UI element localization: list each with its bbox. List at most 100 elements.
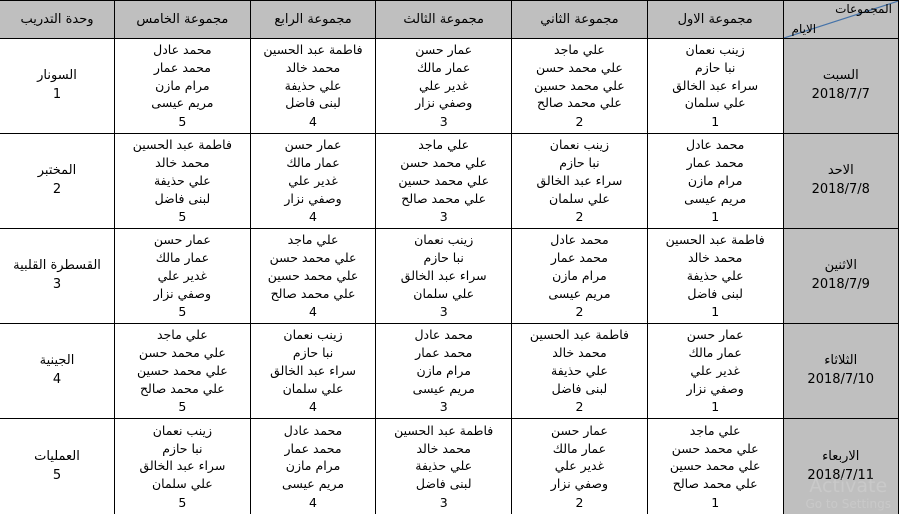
training-unit-number: 1 [52,87,62,103]
group-member: مريم عيسى [151,95,214,111]
group-cell: فاطمة عبد الحسين محمد خالد علي حذيفة لبنى ف… [375,418,513,514]
group-member: محمد عادل [685,137,745,153]
group-member: وصفي نزار [284,190,342,206]
group-number: 4 [309,209,317,225]
group-cell: عمار حسن عمار مالك غدير علي وصفي نزار 1 [646,323,784,420]
training-unit-number: 5 [52,467,62,483]
group-member: مريم عيسى [281,476,345,492]
group-member: عمار حسن [686,327,744,343]
header-group-4: مجموعة الرابع [249,0,377,39]
group-member: لبنى فاضل [415,476,472,492]
group-member: فاطمة عبد الحسين [529,327,630,343]
group-member: عمار مالك [688,345,742,361]
group-number: 4 [309,114,317,130]
group-member: محمد عمار [550,250,608,266]
group-member: محمد عادل [550,232,609,248]
group-member: سراء عبد الخالق [400,267,487,283]
day-name: الاثنين [824,258,857,274]
day-name: السبت [822,68,859,84]
group-member: محمد عادل [283,422,343,438]
group-member: مريم عيسى [412,380,475,396]
group-member: علي محمد صالح [537,95,622,111]
group-member: علي محمد حسن [400,155,488,171]
training-unit-name: العمليات [34,448,80,464]
day-date: 2018/7/7 [811,87,870,103]
group-member: علي محمد حسين [398,172,490,188]
group-member: محمد عادل [414,327,473,343]
training-unit-name: المختبر [37,163,77,179]
group-member: علي ماجد [689,422,741,438]
header-groups-label: المجموعات [835,2,892,16]
group-number: 3 [439,209,448,225]
group-member: علي سلمان [282,380,344,396]
day-date: 2018/7/8 [811,182,870,198]
group-member: زينب نعمان [549,137,610,153]
training-unit-cell: المختبر 2 [0,133,115,230]
group-cell: محمد عادل محمد عمار مرام مازن مريم عيسى 4 [249,418,377,514]
group-number: 2 [575,494,584,510]
group-number: 1 [711,209,720,225]
header-row: المجموعات الايام مجموعة الاول مجموعة الث… [0,0,899,39]
training-unit-name: القسطرة القلبية [13,258,101,274]
table-row: الاحد 2018/7/8 محمد عادل محمد عمار مرام مازن… [0,133,899,230]
group-member: محمد عمار [153,59,211,75]
group-number: 1 [711,114,720,130]
group-cell: فاطمة عبد الحسين محمد خالد علي حذيفة لبنى ف… [114,133,251,230]
training-unit-name: السونار [37,68,77,84]
training-unit-cell: العمليات 5 [0,418,115,514]
group-member: مرام مازن [416,362,471,378]
group-member: علي محمد حسن [671,440,759,456]
group-member: علي محمد حسين [137,362,228,378]
group-member: علي محمد صالح [270,285,356,301]
header-group-5: مجموعة الخامس [114,0,251,39]
group-cell: زينب نعمان نبا حازم سراء عبد الخالق علي سلم… [114,418,251,514]
day-cell: الاحد 2018/7/8 [782,133,899,230]
group-member: وصفي نزار [550,476,609,492]
group-member: نبا حازم [694,59,736,75]
group-cell: محمد عادل محمد عمار مرام مازن مريم عيسى 5 [114,37,251,135]
group-member: محمد عمار [284,440,342,456]
group-number: 1 [711,399,720,415]
group-member: فاطمة عبد الحسين [394,422,494,438]
group-member: علي سلمان [413,285,475,301]
group-number: 2 [575,304,584,320]
group-member: فاطمة عبد الحسين [665,232,765,248]
table-body: السبت 2018/7/7 زينب نعمان نبا حازم سراء عبد … [0,37,899,514]
group-member: علي محمد حسين [267,267,359,283]
group-member: علي محمد حسن [138,345,226,361]
group-member: مرام مازن [552,267,607,283]
group-member: علي حذيفة [153,172,211,188]
group-member: زينب نعمان [283,327,343,343]
day-name: الاحد [827,163,854,179]
group-number: 5 [178,114,187,130]
group-number: 3 [439,304,448,320]
group-cell: عمار حسن عمار مالك غدير علي وصفي نزار 2 [511,418,648,514]
group-member: علي حذيفة [551,362,608,378]
group-member: علي سلمان [684,95,746,111]
day-cell: السبت 2018/7/7 [782,37,899,135]
group-member: محمد خالد [155,155,210,171]
group-number: 2 [575,399,584,415]
group-cell: علي ماجد علي محمد حسن علي محمد حسين علي محم… [511,37,648,135]
group-member: علي ماجد [554,42,605,58]
day-cell: الاربعاء 2018/7/11 [782,418,899,514]
header-training-unit: وحدة التدريب [0,0,115,39]
group-member: علي حذيفة [284,77,342,93]
group-member: محمد عمار [415,345,473,361]
table-row: الاثنين 2018/7/9 فاطمة عبد الحسين محمد خالد… [0,228,899,325]
group-member: عمار حسن [550,422,608,438]
group-member: علي محمد حسين [534,77,625,93]
group-member: محمد خالد [687,250,743,266]
group-member: سراء عبد الخالق [536,172,623,188]
group-number: 5 [178,304,187,320]
group-member: علي ماجد [156,327,208,343]
header-group-1: مجموعة الاول [646,0,784,39]
training-unit-number: 2 [52,182,62,198]
group-member: محمد خالد [285,59,341,75]
training-unit-cell: الجينية 4 [0,323,115,420]
day-date: 2018/7/11 [807,467,875,483]
group-number: 2 [575,114,584,130]
group-member: عمار مالك [552,440,607,456]
group-number: 1 [711,304,720,320]
